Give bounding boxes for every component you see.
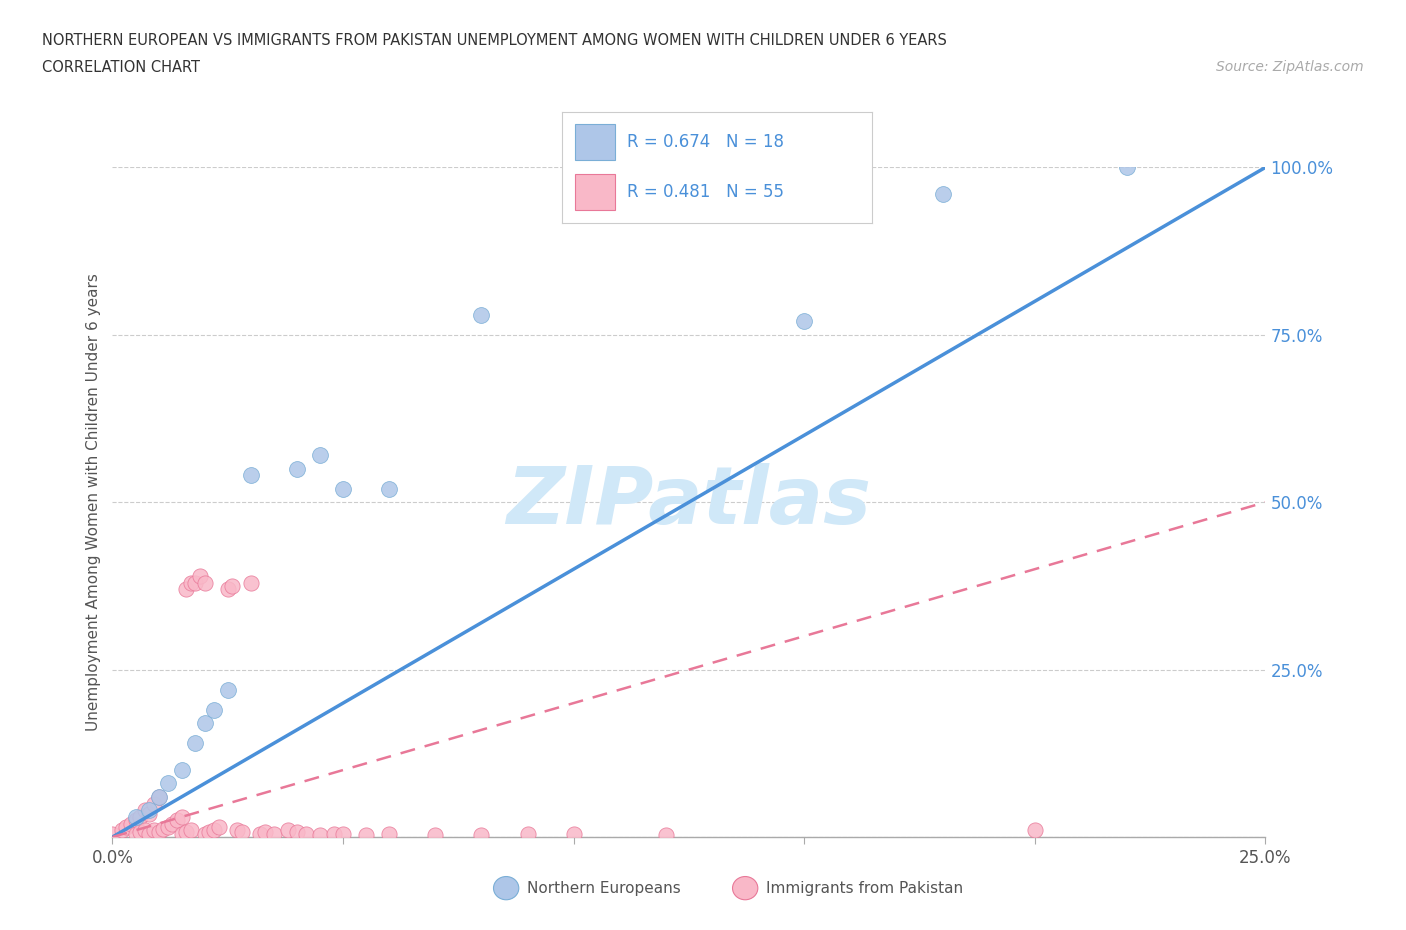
Point	[562, 827, 585, 842]
Point	[162, 817, 184, 831]
Point	[217, 683, 239, 698]
Point	[120, 817, 142, 831]
Point	[129, 809, 152, 824]
Point	[202, 702, 225, 717]
Point	[198, 824, 221, 839]
Point	[134, 823, 156, 838]
Text: CORRELATION CHART: CORRELATION CHART	[42, 60, 200, 75]
Point	[655, 828, 678, 843]
Point	[309, 448, 332, 463]
Point	[134, 803, 156, 817]
Point	[180, 575, 202, 590]
Point	[516, 826, 538, 841]
FancyBboxPatch shape	[575, 124, 614, 160]
Point	[309, 828, 332, 843]
Point	[277, 823, 299, 838]
Point	[138, 803, 160, 817]
Point	[138, 826, 160, 841]
Point	[931, 187, 953, 202]
Point	[207, 819, 229, 834]
Point	[143, 823, 166, 838]
Point	[174, 824, 197, 839]
Point	[148, 790, 170, 804]
Point	[470, 828, 492, 843]
Point	[170, 826, 193, 841]
Point	[793, 314, 815, 329]
Point	[332, 827, 354, 842]
Text: ZIPatlas: ZIPatlas	[506, 463, 872, 541]
Point	[202, 823, 225, 838]
Point	[170, 763, 193, 777]
Point	[295, 826, 318, 841]
Point	[194, 575, 217, 590]
Text: Northern Europeans: Northern Europeans	[527, 881, 681, 896]
Point	[156, 819, 179, 834]
Point	[124, 809, 146, 824]
Point	[253, 824, 276, 839]
Point	[152, 821, 174, 836]
Point	[194, 716, 217, 731]
Point	[1024, 823, 1046, 838]
Point	[470, 307, 492, 322]
Point	[115, 819, 138, 834]
Point	[285, 461, 308, 476]
Point	[124, 826, 146, 841]
Point	[156, 776, 179, 790]
Point	[378, 482, 401, 497]
Point	[226, 823, 249, 838]
Point	[124, 813, 146, 828]
Point	[354, 828, 377, 843]
Point	[174, 582, 197, 597]
Point	[322, 826, 344, 841]
Text: NORTHERN EUROPEAN VS IMMIGRANTS FROM PAKISTAN UNEMPLOYMENT AMONG WOMEN WITH CHIL: NORTHERN EUROPEAN VS IMMIGRANTS FROM PAK…	[42, 33, 948, 47]
Point	[101, 826, 124, 841]
Point	[231, 824, 253, 839]
Text: R = 0.481   N = 55: R = 0.481 N = 55	[627, 183, 785, 201]
Point	[184, 736, 207, 751]
Point	[184, 575, 207, 590]
Point	[221, 578, 243, 593]
Point	[217, 582, 239, 597]
Point	[138, 806, 160, 821]
Point	[1116, 160, 1139, 175]
Point	[111, 823, 134, 838]
Text: Source: ZipAtlas.com: Source: ZipAtlas.com	[1216, 60, 1364, 74]
Point	[143, 796, 166, 811]
Point	[180, 823, 202, 838]
FancyBboxPatch shape	[575, 174, 614, 210]
Point	[148, 824, 170, 839]
Point	[378, 827, 401, 842]
Text: R = 0.674   N = 18: R = 0.674 N = 18	[627, 133, 785, 151]
Point	[194, 826, 217, 841]
Point	[166, 813, 188, 828]
Point	[239, 468, 262, 483]
Y-axis label: Unemployment Among Women with Children Under 6 years: Unemployment Among Women with Children U…	[86, 273, 101, 731]
Point	[239, 575, 262, 590]
Text: Immigrants from Pakistan: Immigrants from Pakistan	[766, 881, 963, 896]
Point	[148, 790, 170, 804]
Point	[129, 824, 152, 839]
Point	[170, 809, 193, 824]
Point	[332, 482, 354, 497]
Point	[263, 826, 285, 841]
Point	[249, 826, 271, 841]
Point	[188, 568, 211, 583]
Point	[425, 828, 447, 843]
Point	[285, 824, 308, 839]
